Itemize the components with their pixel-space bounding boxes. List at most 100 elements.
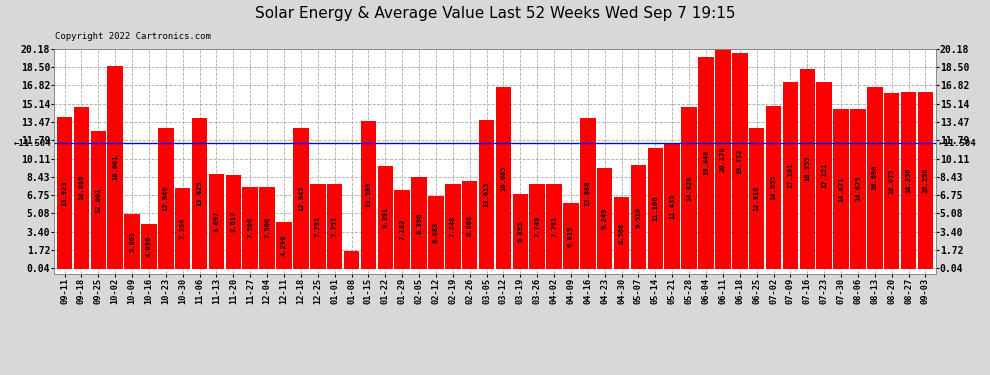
Bar — [513, 194, 528, 269]
Title: Solar Energy & Average Value Last 52 Weeks Wed Sep 7 19:15: Solar Energy & Average Value Last 52 Wee… — [254, 6, 736, 21]
Bar — [563, 203, 579, 269]
Bar — [479, 120, 494, 269]
Bar — [732, 53, 747, 269]
Bar — [344, 251, 359, 269]
Bar — [446, 184, 460, 269]
Text: 13.868: 13.868 — [585, 180, 591, 206]
Bar — [56, 117, 72, 269]
Text: 18.601: 18.601 — [112, 154, 118, 180]
Text: 12.601: 12.601 — [95, 187, 101, 213]
Text: 19.752: 19.752 — [737, 148, 742, 174]
Text: 13.589: 13.589 — [365, 182, 371, 207]
Bar — [884, 93, 900, 269]
Bar — [90, 131, 106, 269]
Bar — [142, 224, 156, 269]
Text: 6.895: 6.895 — [518, 220, 524, 242]
Bar — [546, 184, 562, 269]
Text: 7.791: 7.791 — [315, 216, 321, 237]
Bar — [530, 184, 544, 269]
Bar — [597, 168, 613, 269]
Text: 14.671: 14.671 — [838, 176, 844, 201]
Text: 7.182: 7.182 — [399, 219, 405, 240]
Bar — [192, 118, 207, 269]
Bar — [411, 177, 427, 269]
Bar — [614, 197, 630, 269]
Bar — [647, 148, 663, 269]
Bar — [783, 82, 798, 269]
Bar — [918, 92, 934, 269]
Text: 9.510: 9.510 — [636, 206, 642, 228]
Text: 16.685: 16.685 — [500, 165, 507, 190]
Text: 11.106: 11.106 — [652, 195, 658, 221]
Bar — [108, 66, 123, 269]
Text: 7.506: 7.506 — [248, 217, 253, 238]
Bar — [462, 182, 477, 269]
Text: 8.396: 8.396 — [416, 212, 422, 234]
Bar — [158, 128, 173, 269]
Bar — [715, 49, 731, 269]
Text: 16.256: 16.256 — [923, 167, 929, 193]
Text: 14.820: 14.820 — [686, 175, 692, 201]
Bar — [765, 106, 781, 269]
Text: 8.697: 8.697 — [214, 211, 220, 232]
Text: 13.615: 13.615 — [483, 182, 490, 207]
Text: 17.101: 17.101 — [787, 163, 793, 188]
Bar — [817, 82, 832, 269]
Bar — [73, 106, 89, 269]
Text: 14.675: 14.675 — [855, 176, 861, 201]
Text: 12.940: 12.940 — [162, 186, 169, 211]
Text: 16.698: 16.698 — [872, 165, 878, 190]
Text: 7.751: 7.751 — [332, 216, 338, 237]
Text: 13.923: 13.923 — [61, 180, 67, 206]
Text: 7.384: 7.384 — [180, 218, 186, 239]
Bar — [209, 174, 225, 269]
Bar — [496, 87, 511, 269]
Text: 12.918: 12.918 — [753, 186, 759, 211]
Text: 7.506: 7.506 — [264, 217, 270, 238]
Bar — [834, 109, 848, 269]
Text: 12.945: 12.945 — [298, 185, 304, 211]
Text: 6.015: 6.015 — [568, 225, 574, 247]
Bar — [243, 187, 258, 269]
Text: ←11.504: ←11.504 — [14, 139, 51, 148]
Bar — [681, 107, 697, 269]
Bar — [394, 190, 410, 269]
Bar — [310, 184, 326, 269]
Bar — [867, 87, 882, 269]
Text: 6.568: 6.568 — [619, 222, 625, 243]
Text: 9.391: 9.391 — [382, 207, 388, 228]
Text: 7.748: 7.748 — [449, 216, 455, 237]
Bar — [276, 222, 292, 269]
Text: Copyright 2022 Cartronics.com: Copyright 2022 Cartronics.com — [55, 32, 211, 41]
Bar — [901, 92, 917, 269]
Bar — [631, 165, 646, 269]
Text: 4.296: 4.296 — [281, 235, 287, 256]
Text: 7.791: 7.791 — [551, 216, 557, 237]
Bar — [175, 188, 190, 269]
Bar — [293, 128, 309, 269]
Bar — [428, 196, 444, 269]
Text: 8.617: 8.617 — [231, 211, 237, 232]
Bar — [377, 166, 393, 269]
Text: 19.448: 19.448 — [703, 150, 709, 176]
Bar — [580, 117, 596, 269]
Bar — [226, 175, 242, 269]
Text: 16.075: 16.075 — [889, 168, 895, 194]
Bar — [698, 57, 714, 269]
Text: 18.355: 18.355 — [804, 156, 810, 182]
Text: 7.749: 7.749 — [535, 216, 541, 237]
Text: 14.955: 14.955 — [770, 174, 776, 200]
Text: 8.006: 8.006 — [466, 214, 472, 236]
Bar — [259, 187, 275, 269]
Text: 5.001: 5.001 — [129, 231, 135, 252]
Text: 20.176: 20.176 — [720, 146, 726, 171]
Bar — [327, 184, 343, 269]
Text: 16.256: 16.256 — [906, 167, 912, 193]
Text: ←11.504: ←11.504 — [939, 139, 976, 148]
Text: 4.096: 4.096 — [146, 236, 152, 257]
Text: 17.151: 17.151 — [821, 162, 828, 188]
Text: 11.435: 11.435 — [669, 194, 675, 219]
Bar — [800, 69, 815, 269]
Text: 9.249: 9.249 — [602, 208, 608, 229]
Bar — [360, 121, 376, 269]
